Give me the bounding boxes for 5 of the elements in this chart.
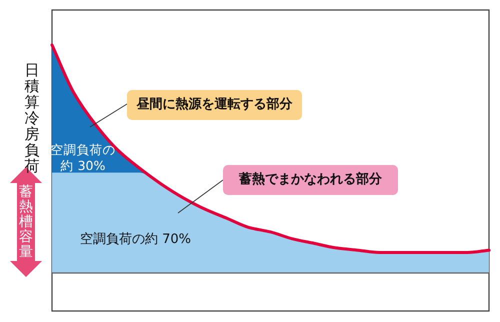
annotation: 蓄熱でまかなわれる部分: [238, 172, 383, 188]
y-axis-title: 日積算冷房負荷: [24, 61, 40, 175]
annotation: 昼間に熱源を運転する部分: [136, 97, 294, 113]
text: 蓄熱槽容量: [18, 184, 34, 260]
annotation: 空調負荷の約 70%: [80, 232, 192, 248]
